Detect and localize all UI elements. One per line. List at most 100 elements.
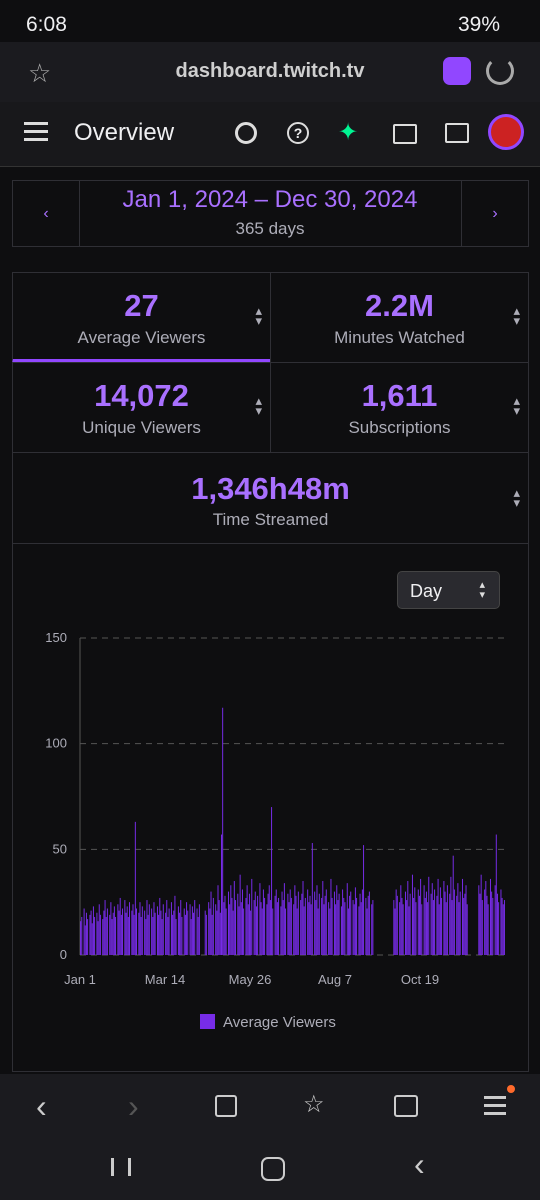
bar xyxy=(411,874,413,955)
bar xyxy=(167,916,169,955)
bar xyxy=(431,883,433,955)
next-button[interactable]: › xyxy=(461,180,529,247)
bar xyxy=(102,919,104,955)
date-range[interactable]: Jan 1, 2024 – Dec 30, 2024 xyxy=(122,186,418,213)
bar xyxy=(210,891,212,955)
bar xyxy=(230,885,232,955)
stat-card[interactable]: 2.2M Minutes Watched ▴ ▾ xyxy=(270,272,529,363)
days: 365 days xyxy=(235,219,305,238)
bar xyxy=(439,887,441,955)
bar xyxy=(97,921,99,955)
inbox-icon[interactable] xyxy=(393,124,417,144)
bar xyxy=(255,906,257,955)
bar xyxy=(89,914,91,955)
url[interactable]: dashboard.twitch.tv xyxy=(175,60,365,82)
sparkle-icon[interactable]: ✦ xyxy=(338,119,359,146)
recents-button[interactable] xyxy=(111,1158,131,1176)
notification-dot xyxy=(507,1085,515,1093)
bar xyxy=(223,902,225,955)
bar xyxy=(174,895,176,955)
bar xyxy=(96,912,98,955)
forward-button[interactable]: › xyxy=(128,1088,139,1124)
menu-icon[interactable] xyxy=(24,122,48,125)
bar xyxy=(367,895,369,955)
avatar[interactable] xyxy=(488,114,524,150)
stat-card[interactable]: 14,072 Unique Viewers ▴ ▾ xyxy=(12,362,271,453)
menu-button[interactable] xyxy=(484,1096,506,1099)
help-icon[interactable]: ? xyxy=(287,122,309,144)
prev-button[interactable]: ‹ xyxy=(12,180,80,247)
bar xyxy=(87,919,89,955)
bar xyxy=(287,893,289,955)
stat-card[interactable]: 1,346h48m Time Streamed ▴ ▾ xyxy=(12,452,529,544)
back-button[interactable]: ‹ xyxy=(36,1088,47,1124)
bar xyxy=(331,897,333,955)
bar xyxy=(204,910,206,955)
stat-value: 1,611 xyxy=(361,378,438,413)
bar xyxy=(152,916,154,955)
search-icon[interactable] xyxy=(235,122,257,144)
system-back[interactable]: ‹ xyxy=(414,1146,425,1182)
bar xyxy=(92,906,94,955)
bar xyxy=(446,885,448,955)
home-button[interactable] xyxy=(215,1095,237,1117)
bar xyxy=(368,891,370,955)
stat-label: Average Viewers xyxy=(77,328,206,347)
star-icon[interactable]: ☆ xyxy=(28,58,52,88)
bar xyxy=(212,897,214,955)
bar xyxy=(91,923,93,955)
bar xyxy=(281,891,283,955)
bar xyxy=(485,881,487,955)
bar xyxy=(144,910,146,955)
stat-card[interactable]: 27 Average Viewers ▴ ▾ xyxy=(12,272,271,363)
bar xyxy=(353,904,355,955)
bar xyxy=(193,912,195,955)
bar xyxy=(233,881,235,955)
chat-icon[interactable] xyxy=(445,123,469,143)
bar xyxy=(179,912,181,955)
bar xyxy=(502,904,504,955)
bar xyxy=(191,906,193,955)
system-home[interactable] xyxy=(261,1157,285,1181)
bar xyxy=(311,842,313,955)
bar xyxy=(396,895,398,955)
bar xyxy=(280,906,282,955)
bar xyxy=(99,914,101,955)
reload-icon[interactable] xyxy=(486,57,514,85)
bar xyxy=(347,908,349,955)
bar xyxy=(172,914,174,955)
bar xyxy=(208,902,210,955)
bar xyxy=(161,919,163,955)
bar xyxy=(463,897,465,955)
bar xyxy=(352,900,354,955)
bar xyxy=(141,906,143,955)
bar xyxy=(136,908,137,955)
bar xyxy=(324,895,326,955)
bar xyxy=(301,893,303,955)
bar xyxy=(272,908,274,955)
bar xyxy=(425,891,427,955)
legend-label: Average Viewers xyxy=(223,1014,336,1031)
bar xyxy=(402,904,404,955)
bar xyxy=(372,900,374,955)
bar xyxy=(323,904,325,955)
tabs-button[interactable] xyxy=(394,1095,418,1117)
stat-card[interactable]: 1,611 Subscriptions ▴ ▾ xyxy=(270,362,529,453)
bar xyxy=(413,897,415,955)
bookmarks-button[interactable]: ☆ xyxy=(303,1091,325,1118)
bar xyxy=(316,885,318,955)
bar xyxy=(295,895,297,955)
bar xyxy=(84,925,86,955)
twitch-icon[interactable] xyxy=(443,57,471,85)
bar xyxy=(156,906,158,955)
bar xyxy=(459,891,461,955)
bar xyxy=(103,910,105,955)
bar xyxy=(197,916,199,955)
bar xyxy=(438,904,440,955)
bar xyxy=(196,908,198,955)
bar xyxy=(138,912,140,955)
bar xyxy=(275,889,277,955)
bar xyxy=(437,878,439,955)
bar xyxy=(119,897,121,955)
interval-dropdown[interactable]: Day ▴ ▾ xyxy=(397,571,500,609)
